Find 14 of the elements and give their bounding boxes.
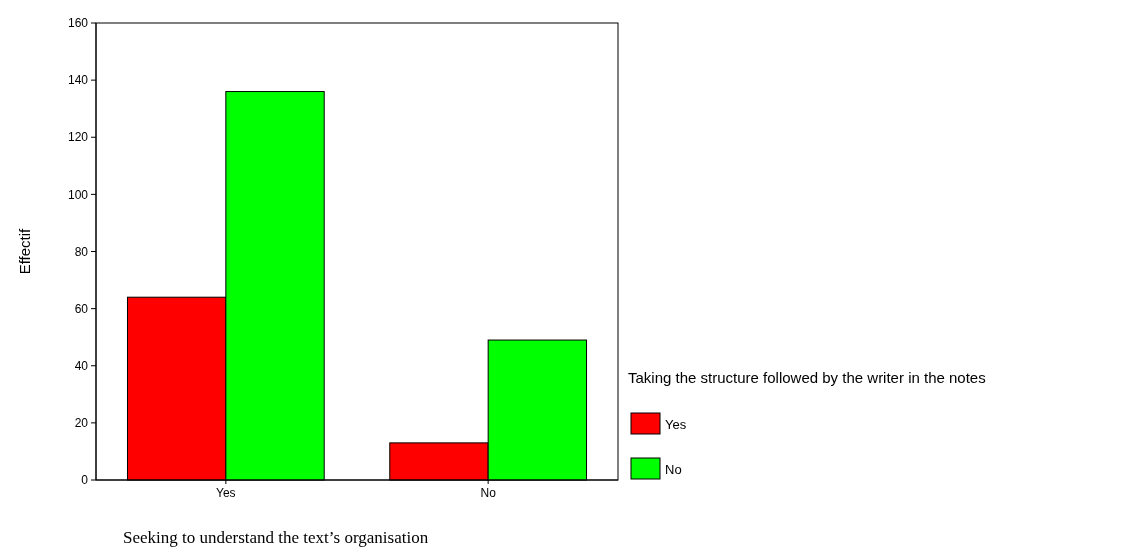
x-axis-title: Seeking to understand the text’s organisation <box>123 528 429 547</box>
y-axis-title: Effectif <box>16 227 33 275</box>
y-tick-label: 80 <box>74 244 89 259</box>
y-tick-label: 60 <box>74 301 89 316</box>
y-tick-label: 120 <box>67 130 89 145</box>
y-tick-label: 160 <box>67 16 89 31</box>
y-tick-label: 40 <box>74 358 89 373</box>
legend-label: No <box>665 461 682 477</box>
legend-title: Taking the structure followed by the writer in the notes <box>628 369 986 386</box>
y-tick-label: 0 <box>81 473 89 488</box>
y-tick-label: 100 <box>67 187 89 202</box>
legend-label: Yes <box>665 416 687 432</box>
y-tick-label: 20 <box>74 416 89 431</box>
y-tick-label: 140 <box>67 73 89 88</box>
